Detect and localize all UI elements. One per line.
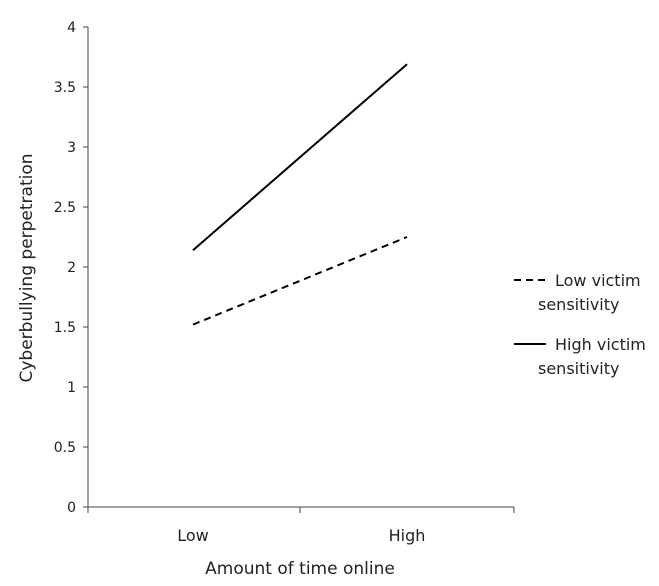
y-tick-label: 2.5: [54, 200, 76, 216]
y-tick-label: 4: [67, 20, 76, 36]
y-axis-title: Cyberbullying perpetration: [17, 153, 37, 382]
series-line-low-victim-sensitivity: [192, 236, 408, 326]
x-tick-label: Low: [177, 526, 209, 545]
y-tick-label: 1: [67, 380, 76, 396]
legend-label: sensitivity: [538, 295, 619, 314]
y-tick-label: 1.5: [54, 320, 76, 336]
x-axis-title: Amount of time online: [205, 559, 395, 579]
y-tick-label: 3.5: [54, 80, 76, 96]
legend-label: Low victim: [555, 271, 641, 290]
y-axis: 0 0.5 1 1.5 2 2.5 3 3.5 4: [54, 20, 89, 516]
legend: Low victim sensitivity High victim sensitiv…: [514, 271, 646, 378]
series-line-high-victim-sensitivity: [192, 63, 408, 251]
x-axis: Low High: [87, 506, 515, 545]
x-tick-label: High: [389, 526, 426, 545]
plot-series: [192, 63, 408, 326]
y-tick-label: 0: [67, 500, 76, 516]
legend-label: sensitivity: [538, 359, 619, 378]
legend-label: High victim: [555, 335, 646, 354]
y-tick-label: 3: [67, 140, 76, 156]
y-tick-label: 2: [67, 260, 76, 276]
y-tick-label: 0.5: [54, 440, 76, 456]
